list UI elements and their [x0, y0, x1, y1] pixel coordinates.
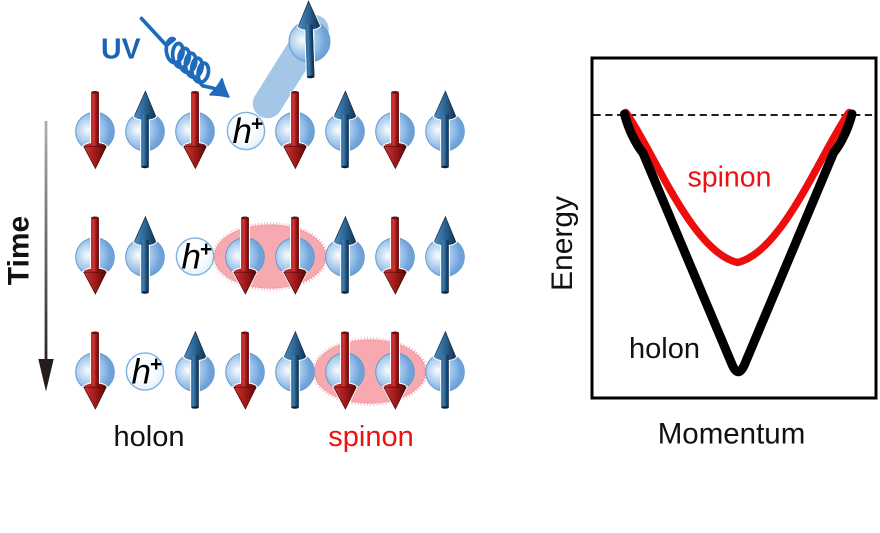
svg-text:UV: UV: [101, 34, 141, 66]
svg-text:holon: holon: [114, 421, 185, 453]
svg-text:Time: Time: [3, 216, 36, 285]
svg-text:Energy: Energy: [546, 196, 579, 291]
svg-text:holon: holon: [629, 333, 700, 365]
svg-text:spinon: spinon: [688, 162, 772, 194]
svg-text:Momentum: Momentum: [658, 418, 806, 451]
svg-text:spinon: spinon: [328, 421, 413, 453]
